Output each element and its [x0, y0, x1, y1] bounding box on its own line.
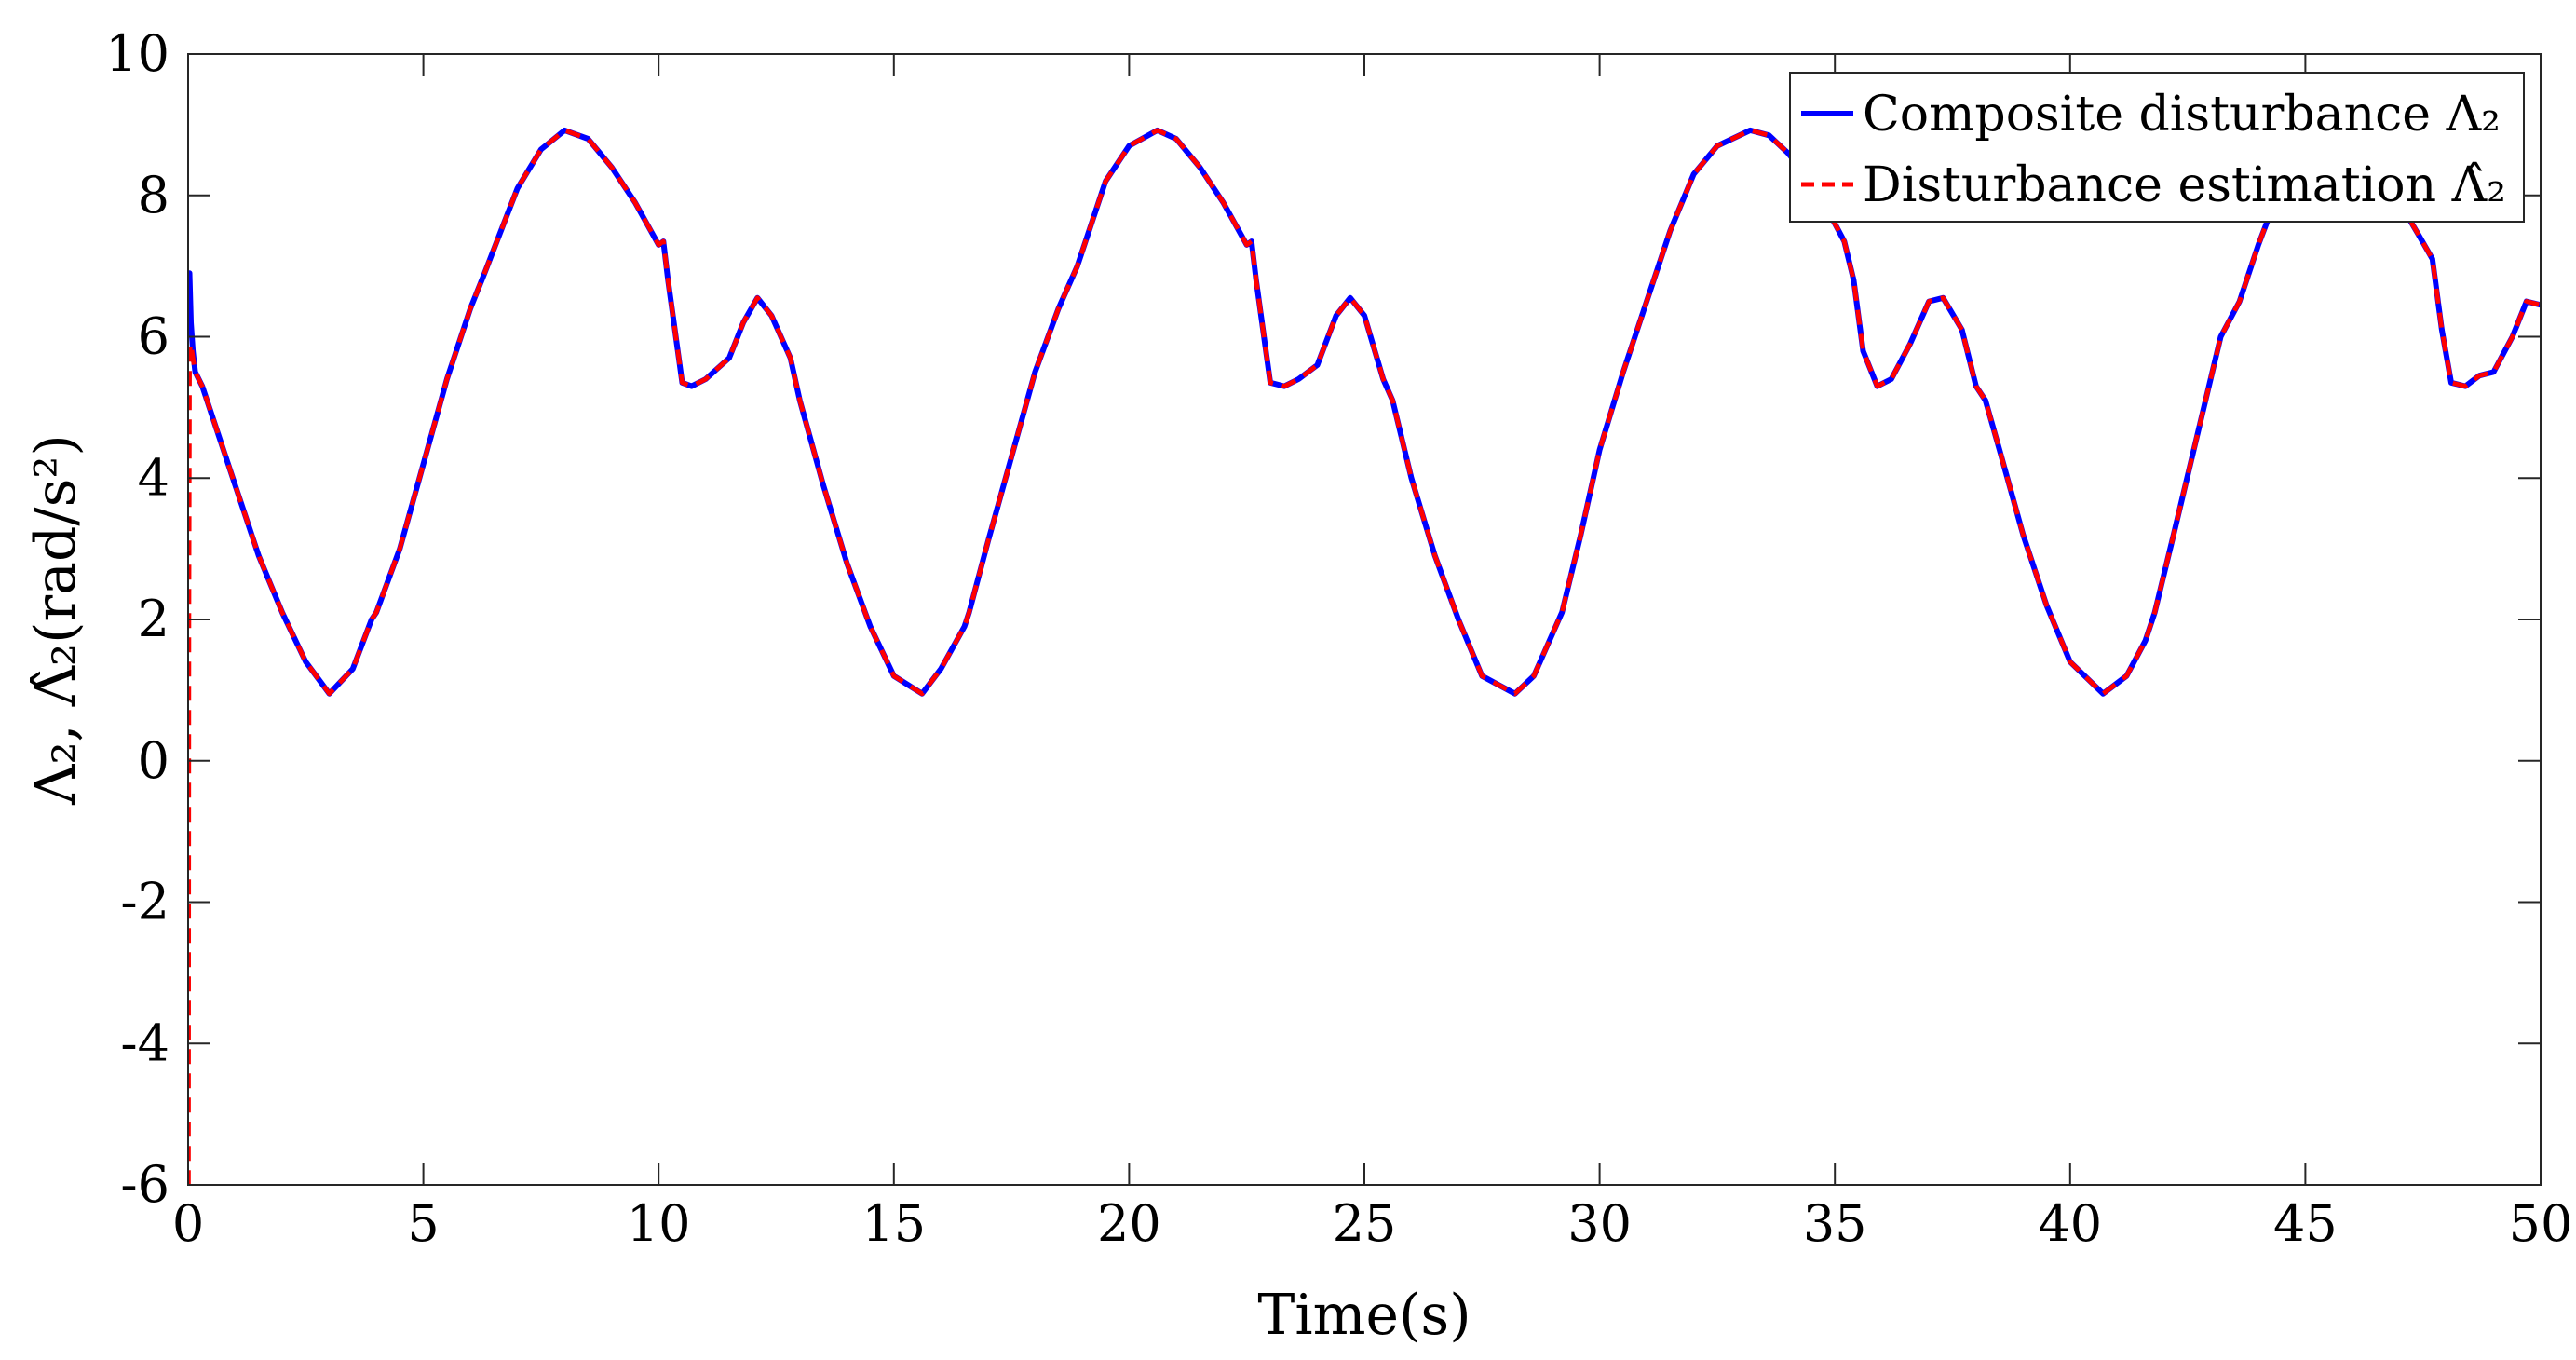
y-tick-label: 10: [105, 24, 169, 83]
legend-box: [1789, 72, 2525, 223]
series-line-disturbance-estimation: [188, 128, 2541, 1185]
series-layer: [188, 127, 2541, 1185]
y-tick-label: 8: [138, 166, 169, 224]
x-tick-label: 35: [1803, 1194, 1867, 1253]
legend-entry-disturbance-estimation: Disturbance estimation Λ̂₂: [1863, 157, 2506, 213]
y-tick-label: 2: [138, 590, 169, 648]
x-tick-label: 20: [1097, 1194, 1161, 1253]
y-tick-label: 6: [138, 307, 169, 366]
legend: Composite disturbance Λ₂ Disturbance est…: [1789, 72, 2525, 223]
y-axis: -6 -4 -2 0 2 4 6 8 10: [105, 24, 2541, 1214]
x-tick-label: 25: [1333, 1194, 1397, 1253]
x-tick-label: 45: [2273, 1194, 2338, 1253]
plot-frame: [187, 53, 2542, 1186]
y-axis-label: Λ₂, Λ̂₂(rad/s²): [23, 434, 88, 806]
y-tick-label: 0: [138, 731, 169, 790]
legend-entry-composite-disturbance: Composite disturbance Λ₂: [1863, 87, 2501, 143]
x-tick-label: 50: [2509, 1194, 2573, 1253]
x-axis-label: Time(s): [1257, 1283, 1471, 1348]
y-tick-label: -4: [120, 1013, 169, 1072]
x-tick-label: 0: [172, 1194, 204, 1253]
x-tick-label: 15: [861, 1194, 926, 1253]
x-axis: 0 5 10 15 20 25 30 35 40 45 50: [172, 54, 2573, 1253]
y-tick-label: 4: [138, 448, 169, 507]
x-tick-label: 40: [2038, 1194, 2102, 1253]
x-tick-label: 30: [1567, 1194, 1632, 1253]
y-tick-label: -6: [120, 1155, 169, 1214]
y-tick-label: -2: [120, 873, 169, 932]
x-tick-label: 5: [407, 1194, 439, 1253]
x-tick-label: 10: [627, 1194, 691, 1253]
